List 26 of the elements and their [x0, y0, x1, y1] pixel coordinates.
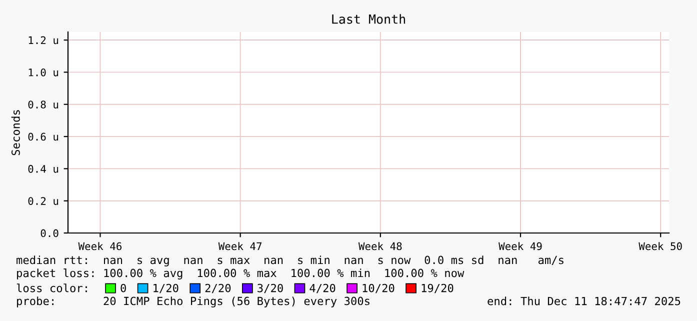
y-tick-label: 0.4 u: [28, 164, 58, 173]
y-tick-label: 0.0: [40, 229, 58, 238]
legend-label: 2/20: [205, 284, 231, 294]
text: median rtt: nan s avg nan s max nan s min nan s now 0.0 ms sd nan am/s: [16, 256, 564, 266]
x-tick-label: Week 47: [218, 242, 262, 250]
y-tick-label: 1.2 u: [28, 36, 58, 44]
x-tick-label: Week 50: [638, 242, 682, 250]
x-tick-label: Week 48: [358, 242, 402, 250]
y-tick-label: 0.2 u: [28, 197, 58, 205]
x-tick-label: Week 49: [498, 242, 542, 250]
x-tick-label: Week 46: [78, 242, 122, 250]
legend-label: 4/20: [310, 284, 336, 294]
y-axis-title: Seconds: [11, 110, 20, 156]
text: end: Thu Dec 11 18:47:47 2025: [488, 296, 680, 306]
legend-label: 1/20: [154, 284, 178, 294]
y-tick-label: 0.8 u: [28, 100, 58, 108]
legend-label: 3/20: [258, 284, 283, 294]
text: probe: 20 ICMP Echo Pings (56 Bytes) every 300s: [17, 296, 370, 308]
y-tick-label: 1.0 u: [28, 68, 58, 76]
text: packet loss: 100.00 % avg 100.00 % max 100.00 % min 100.00 % now: [17, 268, 464, 280]
legend-label: 19/20: [422, 284, 454, 294]
legend-label: 0: [120, 284, 126, 292]
chart-title: Last Month: [332, 14, 406, 24]
legend-title: loss color:: [16, 284, 87, 292]
y-tick-label: 0.6 u: [28, 132, 58, 141]
legend-label: 10/20: [362, 284, 394, 294]
